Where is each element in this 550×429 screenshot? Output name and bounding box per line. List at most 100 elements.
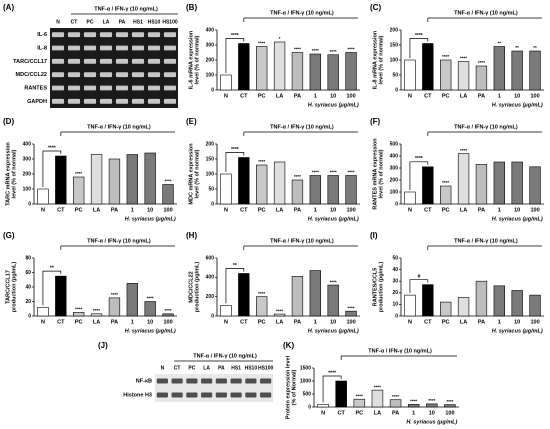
bar (511, 50, 523, 91)
x-tick-label: CT (57, 319, 65, 325)
x-tick-label: LA (276, 207, 283, 213)
bar (327, 54, 339, 91)
significance-label: **** (165, 308, 172, 313)
significance-label: **** (460, 148, 467, 153)
x-tick-label: LA (374, 410, 381, 416)
bracket (225, 268, 245, 304)
band (51, 32, 65, 38)
lane-label: PC (87, 19, 94, 25)
significance-label: **** (330, 49, 337, 54)
x-tick-label: 1 (498, 207, 501, 213)
band (99, 72, 113, 78)
bar (291, 179, 304, 205)
significance-label: **** (330, 170, 337, 175)
x-tick-label: CT (424, 93, 432, 99)
significance-label: **** (75, 171, 82, 176)
significance-label: ** (515, 45, 519, 50)
y-tick-label: 400 (390, 153, 399, 159)
x-tick-label: 10 (147, 207, 153, 213)
significance-label: **** (478, 60, 485, 65)
significance-label: **** (410, 399, 417, 404)
y-tick-label: 0 (395, 313, 398, 319)
y-tick-label: 0 (28, 313, 31, 319)
band (163, 85, 177, 91)
bar (475, 65, 488, 91)
x-tick-label: PA (294, 207, 301, 213)
x-tick-label: PA (392, 410, 399, 416)
y-tick-label: 100 (23, 186, 32, 192)
y-tick-label: 400 (206, 27, 215, 33)
x-axis-label: H. syriacus (μg/mL) (308, 216, 359, 222)
bar (404, 294, 416, 317)
bar (126, 283, 138, 317)
bar (256, 164, 268, 205)
y-tick-label: 150 (206, 156, 215, 162)
y-tick-label: 0 (211, 87, 214, 93)
x-axis-label: H. syriacus (μg/mL) (125, 328, 176, 334)
significance-label: **** (147, 296, 154, 301)
y-axis-label: IL-6 mRNA expression (188, 30, 194, 89)
bar (353, 398, 366, 408)
y-tick-label: 80 (25, 255, 31, 261)
band (156, 378, 168, 384)
bar (404, 191, 416, 205)
bar (291, 52, 304, 91)
bar (90, 313, 103, 317)
gel (155, 374, 273, 402)
blot-header: TNF-α / IFN-γ (10 ng/mL) (94, 6, 158, 12)
band (67, 85, 81, 91)
significance-label: **** (348, 305, 355, 310)
x-tick-label: 100 (346, 93, 355, 99)
band (215, 392, 227, 398)
x-tick-label: 100 (445, 410, 454, 416)
y-axis-label: MDC mRNA expression (188, 143, 194, 205)
x-tick-label: CT (240, 319, 248, 325)
bracket (322, 375, 342, 403)
x-tick-label: 1 (314, 319, 317, 325)
bracket (42, 150, 62, 187)
row-label: MDC/CCL22 (16, 72, 47, 78)
x-tick-label: N (408, 319, 412, 325)
x-tick-label: PC (442, 207, 450, 213)
band (186, 378, 198, 384)
x-tick-label: N (41, 207, 45, 213)
bracket-label: **** (231, 33, 239, 39)
significance-label: **** (374, 384, 381, 389)
bracket (225, 152, 245, 172)
bar (309, 175, 321, 205)
x-tick-label: 10 (514, 207, 520, 213)
x-tick-label: PC (258, 207, 266, 213)
band (51, 72, 65, 78)
band (131, 98, 145, 104)
x-tick-label: PC (442, 319, 450, 325)
x-tick-label: PC (355, 410, 363, 416)
band (51, 45, 65, 51)
band (115, 85, 129, 91)
band (83, 58, 97, 64)
bar (108, 158, 121, 205)
bar (335, 380, 347, 408)
y-axis-label: MDC/CCL22 (188, 271, 194, 302)
band (115, 32, 129, 38)
significance-label: **** (348, 47, 355, 52)
band (131, 72, 145, 78)
band (147, 45, 161, 51)
band (115, 58, 129, 64)
x-tick-label: CT (338, 410, 346, 416)
row-label: GAPDH (27, 99, 47, 105)
band (67, 58, 81, 64)
y-tick-label: 200 (206, 141, 215, 147)
row-label: Histone H3 (123, 392, 152, 398)
band (131, 58, 145, 64)
lane-label: HS1 (231, 365, 241, 371)
significance-label: **** (93, 308, 100, 313)
chart-header: TNF-α / IFN-γ (10 ng/mL) (454, 124, 518, 130)
bracket-label: # (417, 274, 420, 280)
row-label: IL-8 (37, 45, 47, 51)
lane-label: CT (71, 19, 78, 25)
y-tick-label: 400 (23, 141, 32, 147)
bar (327, 284, 339, 317)
x-tick-label: PA (478, 319, 485, 325)
bracket-label: **** (328, 370, 336, 376)
band (171, 392, 183, 398)
